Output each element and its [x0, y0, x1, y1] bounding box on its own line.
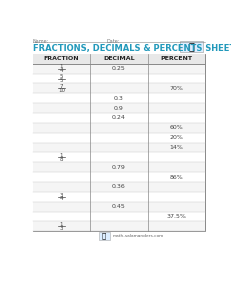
Text: FRACTIONS, DECIMALS & PERCENTS SHEET 3: FRACTIONS, DECIMALS & PERCENTS SHEET 3 [33, 44, 231, 53]
Text: Date:: Date: [106, 39, 119, 44]
Text: 5: 5 [60, 78, 63, 83]
Bar [33, 212, 204, 221]
Text: 0.79: 0.79 [112, 165, 125, 170]
Bar [33, 123, 204, 133]
Text: 🏛: 🏛 [188, 41, 194, 51]
Text: 4: 4 [60, 68, 63, 73]
Text: 86%: 86% [169, 175, 182, 180]
Text: Name:: Name: [33, 39, 49, 44]
Bar [33, 152, 204, 162]
Text: 14%: 14% [169, 145, 182, 150]
Text: 7: 7 [60, 84, 63, 89]
Bar [33, 64, 204, 74]
Text: 0.45: 0.45 [112, 204, 125, 209]
FancyBboxPatch shape [98, 232, 109, 240]
Bar [33, 182, 204, 192]
Bar [33, 113, 204, 123]
Text: 3: 3 [60, 193, 63, 198]
Text: 1: 1 [60, 153, 63, 158]
Bar [33, 221, 204, 231]
Text: 1: 1 [60, 64, 63, 70]
Bar [33, 162, 204, 172]
Bar [33, 192, 204, 202]
Bar [33, 54, 204, 64]
Text: 20%: 20% [169, 135, 182, 140]
Text: 0.9: 0.9 [113, 106, 123, 111]
Text: 8: 8 [60, 157, 63, 161]
Text: 0.36: 0.36 [112, 184, 125, 189]
Text: 🏛: 🏛 [102, 232, 106, 239]
Text: 37.5%: 37.5% [166, 214, 185, 219]
Bar [33, 74, 204, 83]
Bar [33, 83, 204, 93]
Bar [33, 54, 204, 231]
Bar [33, 93, 204, 103]
Text: 3: 3 [60, 226, 63, 230]
Text: 0.3: 0.3 [113, 96, 123, 101]
Text: 70%: 70% [169, 86, 182, 91]
Bar [33, 103, 204, 113]
Text: 1: 1 [60, 222, 63, 227]
Bar [33, 202, 204, 212]
Text: 0.24: 0.24 [112, 116, 125, 120]
Text: 4: 4 [60, 196, 63, 201]
Text: FRACTION: FRACTION [44, 56, 79, 61]
Text: 5: 5 [60, 74, 63, 79]
Text: math-salamanders.com: math-salamanders.com [112, 234, 163, 238]
Bar [33, 172, 204, 182]
Bar [33, 133, 204, 142]
Text: 10: 10 [58, 88, 65, 93]
Text: 0.25: 0.25 [112, 66, 125, 71]
Text: 60%: 60% [169, 125, 182, 130]
Text: PERCENT: PERCENT [160, 56, 191, 61]
Bar [33, 142, 204, 152]
FancyBboxPatch shape [179, 40, 203, 52]
Text: DECIMAL: DECIMAL [103, 56, 134, 61]
